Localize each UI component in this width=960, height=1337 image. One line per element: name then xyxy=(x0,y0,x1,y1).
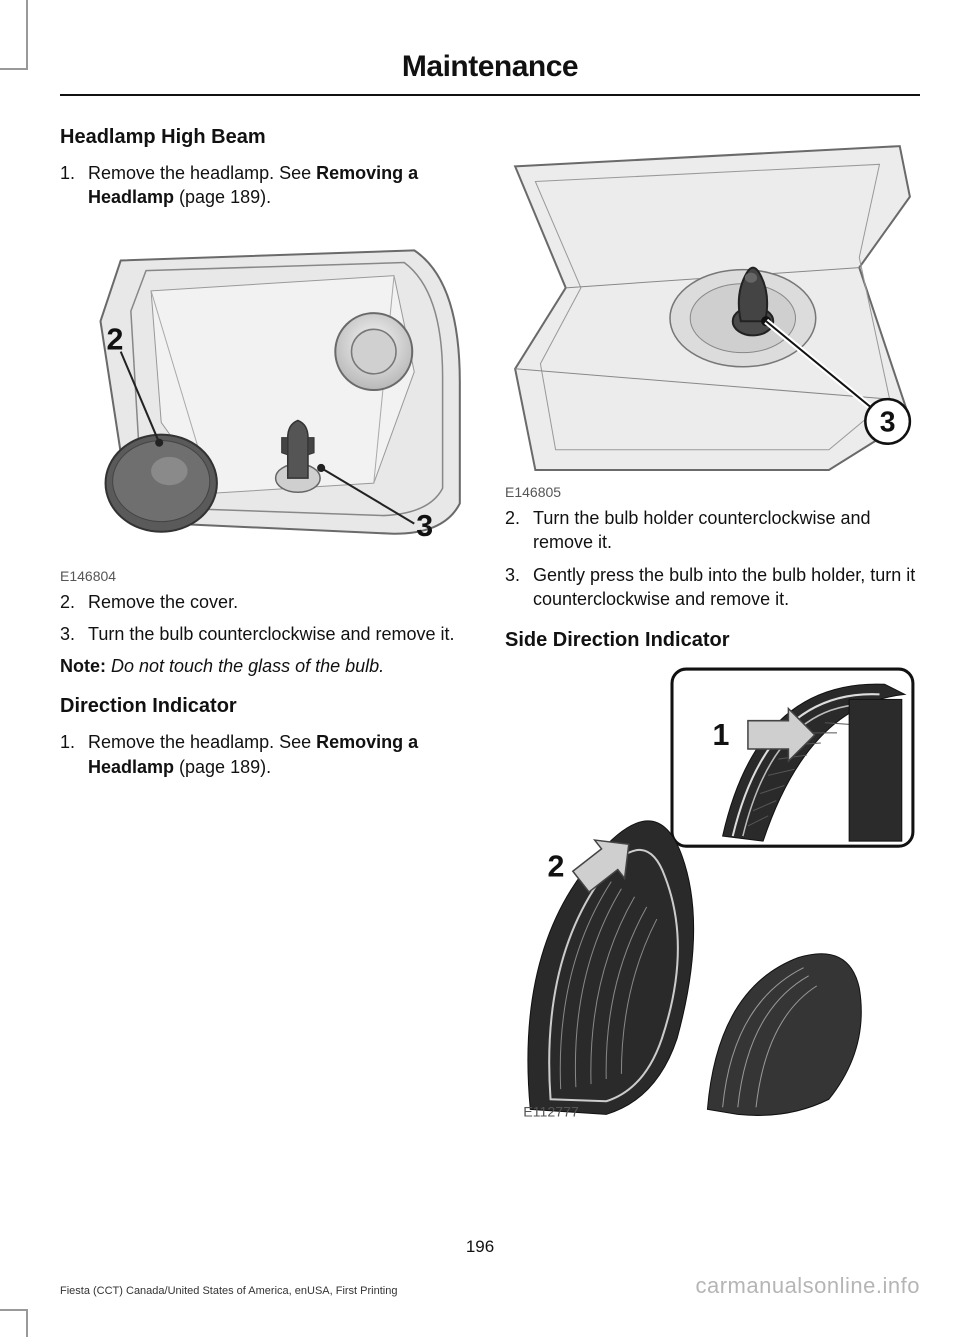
heading-direction-indicator: Direction Indicator xyxy=(60,695,475,718)
step-post: (page 189). xyxy=(174,187,271,207)
note-label: Note: xyxy=(60,656,106,676)
step-pre: Remove the headlamp. See xyxy=(88,732,316,752)
note-bulb-glass: Note: Do not touch the glass of the bulb… xyxy=(60,656,475,677)
figure-headlamp-cover: 2 3 E146804 xyxy=(60,220,475,584)
crop-mark-tl xyxy=(0,0,28,70)
callout-1: 1 xyxy=(713,719,730,752)
step-text: Remove the headlamp. See Removing a Head… xyxy=(88,730,475,779)
left-column: Headlamp High Beam 1. Remove the headlam… xyxy=(60,126,475,1126)
step-number: 3. xyxy=(60,622,76,646)
figure-code: E146804 xyxy=(60,568,475,584)
chapter-title: Maintenance xyxy=(60,50,920,96)
step-text: Remove the cover. xyxy=(88,590,238,614)
right-step-2: 2. Turn the bulb holder counterclockwise… xyxy=(505,506,920,555)
headlamp-step-3: 3. Turn the bulb counterclockwise and re… xyxy=(60,622,475,646)
step-pre: Remove the headlamp. See xyxy=(88,163,316,183)
headlamp-step-2: 2. Remove the cover. xyxy=(60,590,475,614)
figure-code-in-svg: E112777 xyxy=(523,1105,579,1120)
page-content: Maintenance Headlamp High Beam 1. Remove… xyxy=(60,50,920,1126)
step-text: Turn the bulb holder counterclockwise an… xyxy=(533,506,920,555)
step-text: Remove the headlamp. See Removing a Head… xyxy=(88,161,475,210)
step-number: 2. xyxy=(60,590,76,614)
step-number: 1. xyxy=(60,730,76,779)
heading-headlamp-high-beam: Headlamp High Beam xyxy=(60,126,475,149)
step-number: 2. xyxy=(505,506,521,555)
right-column: 3 E146805 2. Turn the bulb holder counte… xyxy=(505,126,920,1126)
step-number: 1. xyxy=(60,161,76,210)
headlamp-svg: 2 3 xyxy=(60,220,475,564)
watermark: carmanualsonline.info xyxy=(695,1273,920,1299)
headlamp-step-1: 1. Remove the headlamp. See Removing a H… xyxy=(60,161,475,210)
crop-mark-bl xyxy=(0,1309,28,1337)
two-column-layout: Headlamp High Beam 1. Remove the headlam… xyxy=(60,126,920,1126)
figure-side-indicator: 1 xyxy=(505,664,920,1119)
note-text: Do not touch the glass of the bulb. xyxy=(106,656,384,676)
callout-3: 3 xyxy=(416,509,433,542)
figure-bulb-holder: 3 E146805 xyxy=(505,136,920,500)
right-step-3: 3. Gently press the bulb into the bulb h… xyxy=(505,563,920,612)
bulb-holder-svg: 3 xyxy=(505,136,920,480)
step-text: Turn the bulb counterclockwise and remov… xyxy=(88,622,455,646)
step-number: 3. xyxy=(505,563,521,612)
callout-3: 3 xyxy=(880,407,896,439)
heading-side-direction-indicator: Side Direction Indicator xyxy=(505,629,920,652)
side-indicator-svg: 1 xyxy=(505,664,920,1119)
figure-code: E146805 xyxy=(505,484,920,500)
callout-2: 2 xyxy=(107,323,124,356)
step-post: (page 189). xyxy=(174,757,271,777)
step-text: Gently press the bulb into the bulb hold… xyxy=(533,563,920,612)
footer-text: Fiesta (CCT) Canada/United States of Ame… xyxy=(60,1285,397,1297)
page-number: 196 xyxy=(0,1237,960,1257)
direction-step-1: 1. Remove the headlamp. See Removing a H… xyxy=(60,730,475,779)
callout-2: 2 xyxy=(548,851,565,884)
